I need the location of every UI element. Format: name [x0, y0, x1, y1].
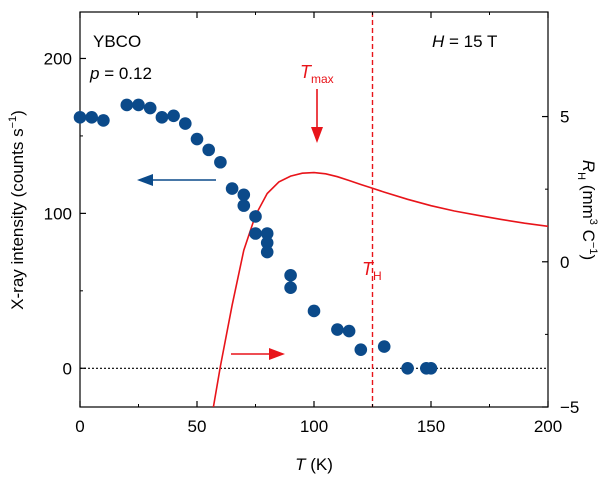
data-point — [190, 132, 204, 146]
data-point — [284, 269, 297, 282]
y-left-axis-ticks: 0 100 200 — [44, 49, 86, 378]
data-point — [132, 98, 145, 112]
x-tick-label: 50 — [188, 417, 207, 436]
data-point — [85, 111, 98, 124]
y-left-tick-label: 100 — [44, 204, 72, 223]
data-point — [260, 227, 274, 240]
th-label: TH — [362, 259, 382, 283]
data-point — [214, 155, 227, 169]
data-point — [354, 343, 368, 356]
data-point — [73, 111, 87, 124]
data-point — [225, 182, 239, 195]
rh-curve-line — [212, 171, 548, 407]
y-right-tick-label: 5 — [560, 108, 569, 127]
y-right-tick-label: −5 — [560, 398, 579, 417]
y-right-axis-label: RH (mm3 C−1) — [575, 160, 599, 260]
field-label: H = 15 T — [432, 32, 497, 51]
hall-coefficient-curve — [212, 171, 548, 407]
y-left-axis-label: X-ray intensity (counts s−1) — [7, 110, 27, 310]
y-left-tick-label: 0 — [63, 359, 72, 378]
data-point — [307, 304, 321, 318]
x-axis-label: T (K) — [295, 455, 333, 474]
data-point — [331, 323, 344, 336]
x-tick-label: 200 — [534, 417, 562, 436]
data-point — [377, 340, 391, 353]
doping-label: p = 0.12 — [89, 64, 152, 83]
data-point — [260, 245, 274, 259]
sample-label: YBCO — [93, 32, 141, 51]
tmax-label: Tmax — [300, 62, 334, 86]
y-left-tick-label: 200 — [44, 49, 72, 68]
data-point — [401, 361, 414, 375]
y-right-tick-label: 0 — [560, 253, 569, 272]
data-point — [424, 361, 438, 375]
data-point — [237, 199, 251, 212]
data-point — [202, 143, 215, 157]
data-point — [342, 324, 356, 338]
x-axis-ticks: 0 50 100 150 200 — [75, 12, 562, 436]
data-point — [237, 188, 251, 202]
x-tick-label: 150 — [417, 417, 445, 436]
y-right-axis-ticks: −5 0 5 — [542, 108, 579, 417]
xray-intensity-points — [73, 98, 438, 375]
x-tick-label: 0 — [75, 417, 84, 436]
red-arrow-down-tmax — [311, 89, 323, 143]
data-point — [155, 111, 169, 124]
red-arrow-right — [231, 348, 285, 360]
data-point — [284, 281, 297, 295]
data-point — [120, 98, 134, 112]
blue-arrow-left — [137, 174, 216, 186]
x-tick-label: 100 — [300, 417, 328, 436]
data-point — [260, 236, 274, 250]
data-point — [249, 227, 262, 240]
data-point — [249, 210, 262, 223]
data-point — [97, 114, 110, 127]
data-point — [167, 109, 180, 123]
data-point — [143, 101, 157, 115]
data-point — [179, 117, 192, 130]
